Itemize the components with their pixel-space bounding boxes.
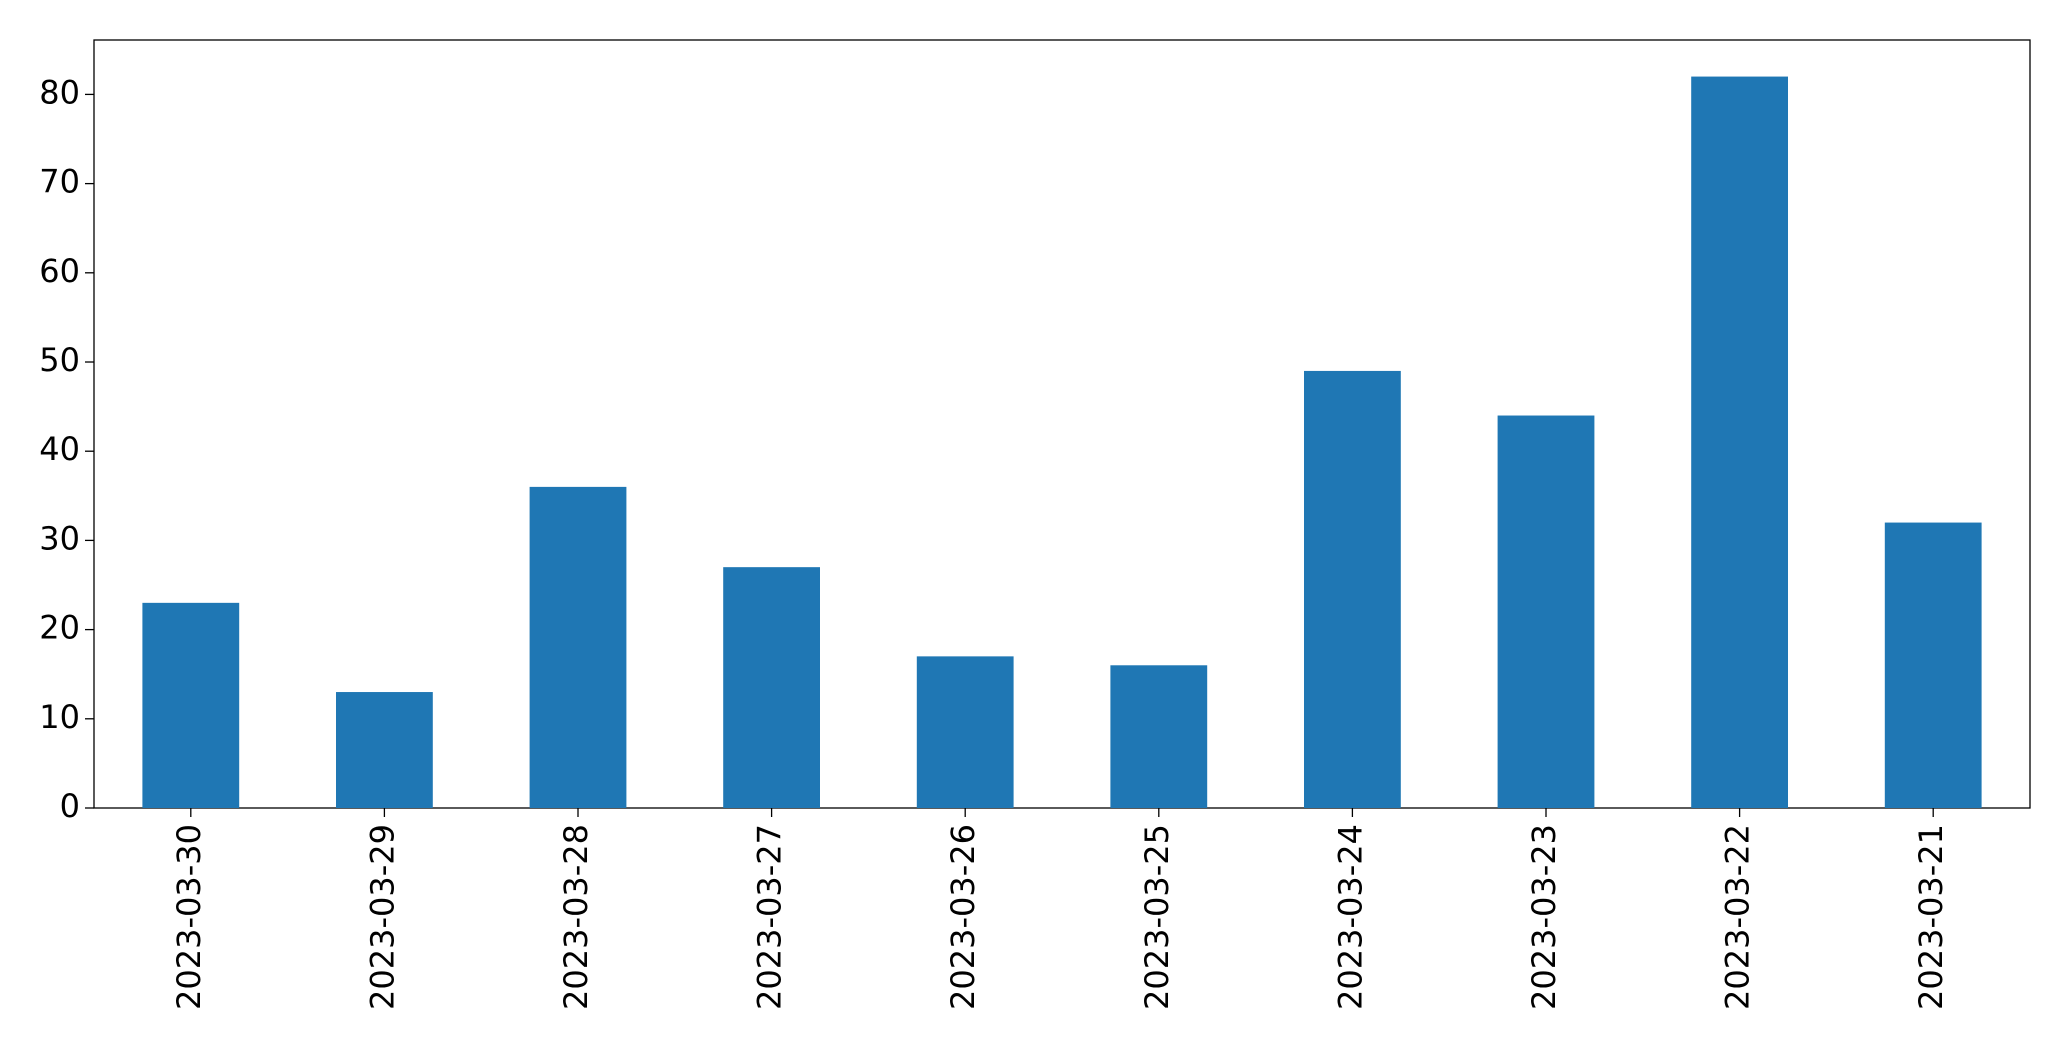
- x-tick-label: 2023-03-23: [1525, 824, 1563, 1010]
- x-tick-label: 2023-03-21: [1912, 824, 1950, 1010]
- x-tick-label: 2023-03-30: [170, 824, 208, 1010]
- x-tick-label: 2023-03-22: [1719, 824, 1757, 1010]
- y-tick-label: 50: [39, 341, 80, 379]
- y-tick-label: 80: [39, 73, 80, 111]
- bar: [142, 602, 240, 808]
- x-tick-label: 2023-03-29: [363, 824, 401, 1010]
- x-tick-label: 2023-03-27: [751, 824, 789, 1010]
- x-tick-label: 2023-03-25: [1138, 824, 1176, 1010]
- y-tick-label: 10: [39, 698, 80, 736]
- x-tick-label: 2023-03-24: [1331, 824, 1369, 1010]
- x-tick-label: 2023-03-28: [557, 824, 595, 1010]
- y-tick-label: 70: [39, 163, 80, 201]
- y-tick-label: 30: [39, 519, 80, 557]
- y-tick-label: 60: [39, 252, 80, 290]
- x-tick-label: 2023-03-26: [944, 824, 982, 1010]
- y-tick-label: 40: [39, 430, 80, 468]
- bar: [1497, 415, 1595, 808]
- bar: [1691, 76, 1788, 809]
- bar: [1110, 665, 1208, 808]
- y-tick-label: 20: [39, 609, 80, 647]
- bar: [916, 656, 1014, 808]
- bar: [1304, 370, 1401, 808]
- bar: [723, 567, 820, 808]
- y-tick-label: 0: [60, 787, 80, 825]
- plot-frame: [93, 39, 2031, 809]
- bar: [1884, 522, 1982, 808]
- bar: [336, 692, 433, 808]
- bar: [529, 486, 627, 808]
